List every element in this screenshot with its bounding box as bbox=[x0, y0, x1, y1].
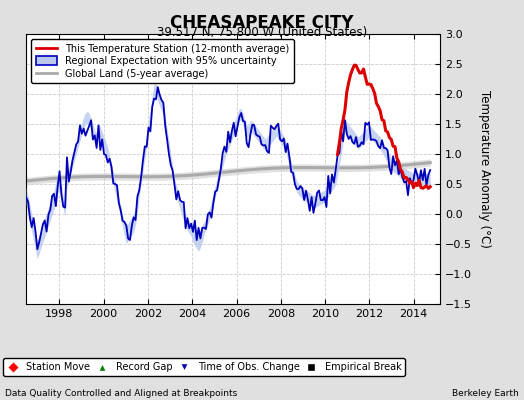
Text: Berkeley Earth: Berkeley Earth bbox=[452, 389, 519, 398]
Text: 39.517 N, 75.800 W (United States): 39.517 N, 75.800 W (United States) bbox=[157, 26, 367, 39]
Legend: Station Move, Record Gap, Time of Obs. Change, Empirical Break: Station Move, Record Gap, Time of Obs. C… bbox=[3, 358, 406, 376]
Y-axis label: Temperature Anomaly (°C): Temperature Anomaly (°C) bbox=[478, 90, 492, 248]
Text: CHEASAPEAKE CITY: CHEASAPEAKE CITY bbox=[170, 14, 354, 32]
Text: Data Quality Controlled and Aligned at Breakpoints: Data Quality Controlled and Aligned at B… bbox=[5, 389, 237, 398]
